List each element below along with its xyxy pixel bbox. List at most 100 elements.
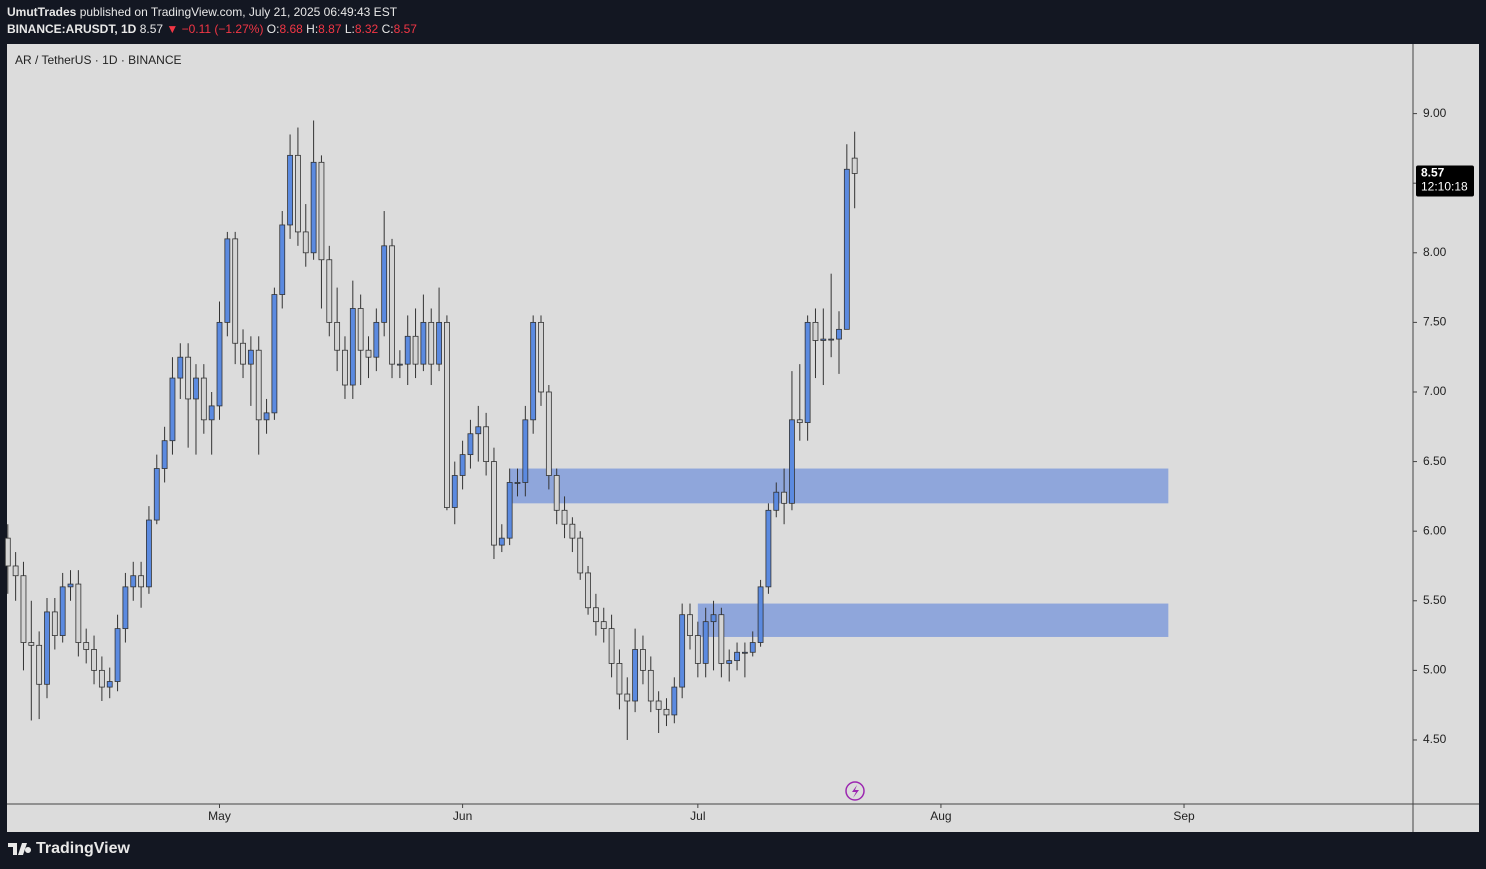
candle-body xyxy=(491,461,497,546)
candle-body xyxy=(796,419,803,424)
candle-body xyxy=(655,700,662,710)
candle-body xyxy=(640,649,646,671)
candle-body xyxy=(412,335,419,365)
event-icon[interactable] xyxy=(845,781,865,801)
change: ▼ −0.11 (−1.27%) xyxy=(166,22,264,36)
candle-body xyxy=(185,356,192,400)
candle-body xyxy=(146,519,152,588)
candle-body xyxy=(36,644,43,685)
candle-body xyxy=(600,621,607,630)
candle-body xyxy=(318,161,325,261)
candle-body xyxy=(106,681,113,688)
candle-body xyxy=(671,686,678,716)
candle-body xyxy=(59,586,66,636)
candle-body xyxy=(428,321,435,365)
candle-body xyxy=(585,572,591,609)
x-tick-label: Jul xyxy=(690,809,705,823)
candle-body xyxy=(569,523,576,539)
countdown: 12:10:18 xyxy=(1421,180,1468,194)
y-tick-label: 8.00 xyxy=(1423,245,1447,259)
candle-body xyxy=(498,537,505,546)
candle-body xyxy=(326,259,333,323)
candle-body xyxy=(342,349,348,386)
candle-body xyxy=(114,628,121,682)
candle-body xyxy=(538,321,544,393)
quote-line: BINANCE:ARUSDT, 1D 8.57 ▼ −0.11 (−1.27%)… xyxy=(7,21,417,38)
candle-body xyxy=(577,537,584,574)
candle-body xyxy=(765,509,772,588)
ohlc-value: 8.87 xyxy=(318,22,342,36)
candle-body xyxy=(828,338,835,341)
candle-body xyxy=(138,575,144,588)
y-tick-label: 6.50 xyxy=(1423,454,1447,468)
price: 8.57 xyxy=(139,22,164,36)
candle-body xyxy=(271,294,278,414)
candle-body xyxy=(749,642,756,653)
publish-line: UmutTrades published on TradingView.com,… xyxy=(7,4,417,21)
candle-body xyxy=(545,391,552,476)
candle-body xyxy=(436,321,442,365)
ohlc-value: 8.57 xyxy=(393,22,417,36)
y-tick-label: 5.00 xyxy=(1423,663,1447,677)
candle-body xyxy=(75,583,82,643)
candle-body xyxy=(287,154,293,226)
candle-body xyxy=(122,586,129,630)
candle-body xyxy=(741,651,748,654)
candle-body xyxy=(506,482,513,539)
candle-body xyxy=(373,321,380,358)
candle-body xyxy=(153,468,160,521)
candle-body xyxy=(781,491,788,504)
candle-body xyxy=(632,649,639,702)
candle-body xyxy=(389,245,395,365)
author[interactable]: UmutTrades xyxy=(7,5,77,19)
brand-logo xyxy=(8,843,32,855)
candle-body xyxy=(514,482,521,484)
zone xyxy=(697,603,1169,637)
x-tick-label: Aug xyxy=(930,809,951,823)
candle-body xyxy=(302,231,309,254)
y-tick-label: 4.50 xyxy=(1423,732,1447,746)
candle-body xyxy=(247,349,254,365)
candle-body xyxy=(381,245,388,323)
candle-body xyxy=(467,433,474,456)
ohlc-label: L: xyxy=(344,22,355,36)
candle-body xyxy=(334,321,341,351)
candle-body xyxy=(240,342,246,365)
candle-body xyxy=(310,161,317,254)
candle-body xyxy=(710,614,717,623)
candle-body xyxy=(12,565,19,577)
candle-body xyxy=(349,308,356,386)
zone xyxy=(509,468,1169,504)
candle-body xyxy=(295,154,301,233)
candle-body xyxy=(553,475,560,511)
candle-body xyxy=(726,660,733,664)
candle-body xyxy=(279,224,286,295)
candle-body xyxy=(169,377,176,442)
candle-body xyxy=(812,321,819,341)
candle-body xyxy=(91,649,97,671)
candle-body xyxy=(757,586,764,643)
ohlc-label: O: xyxy=(266,22,280,36)
candle-body xyxy=(451,475,458,508)
candle-body xyxy=(255,349,262,421)
candle-body xyxy=(365,349,372,358)
candle-body xyxy=(522,419,529,483)
candle-body xyxy=(232,238,239,344)
candle-body xyxy=(702,621,709,664)
candle-body xyxy=(404,335,411,365)
candle-body xyxy=(718,614,725,664)
candle-body xyxy=(216,321,223,407)
plot xyxy=(4,120,1169,740)
y-tick-label: 6.00 xyxy=(1423,523,1447,537)
candle-body xyxy=(624,693,631,702)
candle-body xyxy=(130,575,137,588)
candle-body xyxy=(789,419,795,504)
candle-body xyxy=(734,651,740,662)
candle-body xyxy=(483,426,490,462)
candle-body xyxy=(694,635,701,664)
candle-body xyxy=(98,669,105,688)
candle-body xyxy=(679,614,686,688)
price-tag-label: 8.57 xyxy=(1421,166,1445,180)
candle-body xyxy=(459,454,466,476)
